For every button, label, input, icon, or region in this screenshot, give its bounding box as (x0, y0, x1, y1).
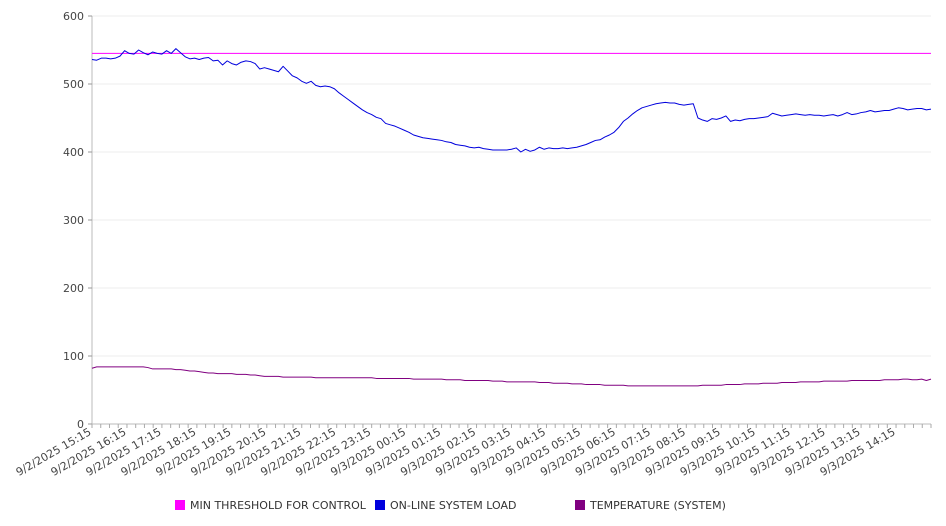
y-axis-ticks: 0 100 200 300 400 500 600 (63, 10, 92, 431)
legend-swatch (175, 500, 185, 510)
series-line-on-line-system-load (91, 48, 932, 153)
legend-label: TEMPERATURE (SYSTEM) (589, 499, 726, 512)
legend-swatch (575, 500, 585, 510)
legend-label: MIN THRESHOLD FOR CONTROL (190, 499, 367, 512)
legend: MIN THRESHOLD FOR CONTROL ON-LINE SYSTEM … (175, 499, 726, 512)
grid-lines (92, 15, 931, 357)
x-axis-ticks: 9/2/2025 15:159/2/2025 16:159/2/2025 17:… (14, 424, 932, 479)
y-tick-label: 400 (63, 146, 84, 159)
legend-label: ON-LINE SYSTEM LOAD (390, 499, 516, 512)
y-tick-label: 0 (77, 418, 84, 431)
legend-swatch (375, 500, 385, 510)
y-tick-label: 200 (63, 282, 84, 295)
series-lines (91, 48, 932, 387)
y-tick-label: 100 (63, 350, 84, 363)
y-tick-label: 500 (63, 78, 84, 91)
series-line-temperature-system (91, 366, 932, 387)
y-tick-label: 600 (63, 10, 84, 23)
y-tick-label: 300 (63, 214, 84, 227)
